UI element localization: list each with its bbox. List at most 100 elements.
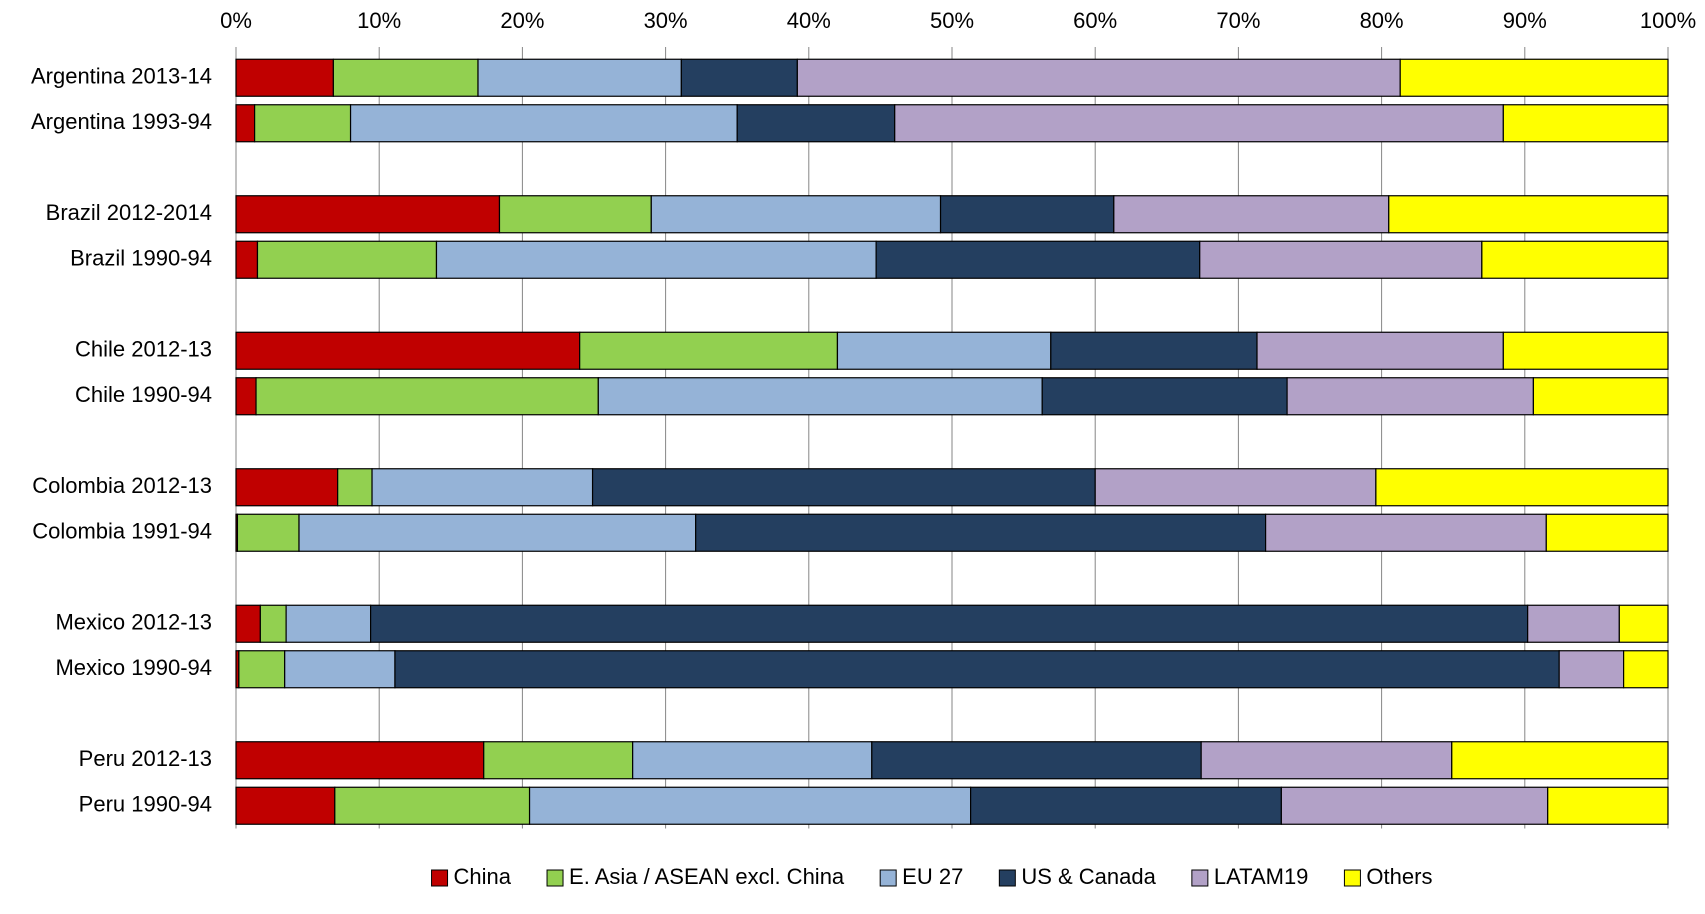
- legend-swatch: [1343, 869, 1361, 887]
- x-tick-label: 30%: [644, 8, 688, 33]
- x-tick-label: 40%: [787, 8, 831, 33]
- bar-segment: [1388, 195, 1669, 234]
- bar-segment: [680, 58, 798, 97]
- y-tick-label: Argentina 2013-14: [31, 64, 212, 89]
- bar-segment: [235, 377, 257, 416]
- bar-segment: [394, 650, 1560, 689]
- bar-segment: [284, 650, 396, 689]
- legend-swatch: [879, 869, 897, 887]
- bar-segment: [235, 104, 256, 143]
- bar-segment: [1050, 331, 1258, 370]
- y-tick-label: Argentina 1993-94: [31, 109, 212, 134]
- y-tick-label: Colombia 1991-94: [32, 519, 212, 544]
- bar-segment: [1547, 786, 1669, 825]
- bar-segment: [337, 468, 373, 507]
- bar-segment: [528, 786, 972, 825]
- x-tick-label: 0%: [220, 8, 252, 33]
- bar-segment: [695, 513, 1267, 552]
- bar-segment: [579, 331, 839, 370]
- bar-segment: [1375, 468, 1669, 507]
- bar-segment: [235, 604, 261, 643]
- y-tick-label: Mexico 1990-94: [55, 655, 212, 680]
- bar-segment: [235, 240, 259, 279]
- legend-label: E. Asia / ASEAN excl. China: [569, 864, 845, 889]
- bar-segment: [1527, 604, 1620, 643]
- bar-segment: [235, 468, 339, 507]
- legend-swatch: [546, 869, 564, 887]
- bar-segment: [970, 786, 1282, 825]
- bar-segment: [498, 195, 652, 234]
- bar-segment: [235, 786, 336, 825]
- bar-segment: [736, 104, 896, 143]
- bar-segment: [254, 104, 352, 143]
- bar-segment: [1200, 741, 1453, 780]
- bar-segment: [1113, 195, 1390, 234]
- bar-segment: [477, 58, 682, 97]
- x-tick-label: 50%: [930, 8, 974, 33]
- bar-segment: [650, 195, 942, 234]
- bar-segment: [235, 58, 334, 97]
- legend-item: E. Asia / ASEAN excl. China: [546, 864, 845, 889]
- bar-segment: [298, 513, 697, 552]
- bar-segment: [370, 604, 1529, 643]
- bar-segment: [332, 58, 479, 97]
- legend-item: China: [431, 864, 512, 889]
- bar-segment: [871, 741, 1202, 780]
- bar-segment: [256, 240, 438, 279]
- bar-segment: [1502, 331, 1669, 370]
- bar-segment: [235, 331, 581, 370]
- bar-segment: [236, 513, 300, 552]
- bar-segment: [1532, 377, 1669, 416]
- legend-swatch: [998, 869, 1016, 887]
- bar-segment: [259, 604, 287, 643]
- legend-label: LATAM19: [1214, 864, 1309, 889]
- bar-segment: [1451, 741, 1669, 780]
- x-tick-label: 10%: [357, 8, 401, 33]
- x-tick-label: 90%: [1503, 8, 1547, 33]
- x-tick-label: 100%: [1640, 8, 1696, 33]
- bar-segment: [1618, 604, 1669, 643]
- legend-item: US & Canada: [998, 864, 1157, 889]
- y-tick-label: Colombia 2012-13: [32, 473, 212, 498]
- legend-swatch: [431, 869, 449, 887]
- y-tick-label: Chile 2012-13: [75, 337, 212, 362]
- bar-segment: [349, 104, 738, 143]
- y-tick-label: Peru 1990-94: [79, 792, 212, 817]
- bar-segment: [1399, 58, 1669, 97]
- legend-label: EU 27: [902, 864, 963, 889]
- bar-segment: [875, 240, 1201, 279]
- bar-segment: [1545, 513, 1669, 552]
- y-tick-label: Brazil 2012-2014: [46, 200, 212, 225]
- bar-segment: [1280, 786, 1549, 825]
- bar-segment: [632, 741, 873, 780]
- y-tick-label: Chile 1990-94: [75, 382, 212, 407]
- bar-segment: [255, 377, 599, 416]
- bar-segment: [1256, 331, 1504, 370]
- x-tick-label: 60%: [1073, 8, 1117, 33]
- bar-segment: [591, 468, 1096, 507]
- x-tick-label: 20%: [500, 8, 544, 33]
- bar-segment: [235, 741, 485, 780]
- bar-segment: [836, 331, 1052, 370]
- legend-label: China: [454, 864, 512, 889]
- x-tick-label: 80%: [1360, 8, 1404, 33]
- bar-segment: [235, 195, 501, 234]
- legend-item: EU 27: [879, 864, 963, 889]
- legend-swatch: [1191, 869, 1209, 887]
- bar-segment: [1502, 104, 1669, 143]
- bar-segment: [1286, 377, 1534, 416]
- y-tick-label: Mexico 2012-13: [55, 610, 212, 635]
- bar-segment: [238, 650, 286, 689]
- bar-segment: [796, 58, 1401, 97]
- bar-segment: [285, 604, 372, 643]
- bar-segment: [1094, 468, 1377, 507]
- bar-segment: [371, 468, 594, 507]
- bar-segment: [1199, 240, 1483, 279]
- legend-item: LATAM19: [1191, 864, 1309, 889]
- bar-segment: [939, 195, 1115, 234]
- y-tick-label: Brazil 1990-94: [70, 246, 212, 271]
- bar-segment: [334, 786, 531, 825]
- bar-segment: [894, 104, 1504, 143]
- bar-segment: [597, 377, 1043, 416]
